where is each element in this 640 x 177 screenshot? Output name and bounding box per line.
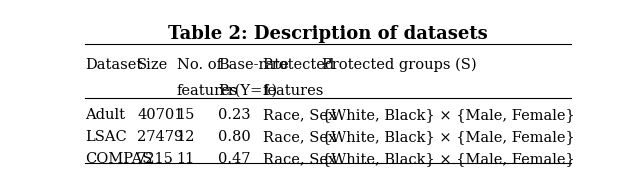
Text: 7215: 7215 [137, 152, 174, 166]
Text: 0.80: 0.80 [218, 130, 251, 144]
Text: Base-rate: Base-rate [218, 58, 289, 72]
Text: 0.23: 0.23 [218, 109, 250, 122]
Text: Protected groups (S): Protected groups (S) [322, 58, 477, 72]
Text: 11: 11 [177, 152, 195, 166]
Text: Race, Sex: Race, Sex [262, 130, 336, 144]
Text: 0.47: 0.47 [218, 152, 250, 166]
Text: {White, Black} × {Male, Female}: {White, Black} × {Male, Female} [322, 130, 575, 144]
Text: Protected: Protected [262, 58, 335, 72]
Text: 12: 12 [177, 130, 195, 144]
Text: COMPAS: COMPAS [85, 152, 152, 166]
Text: 15: 15 [177, 109, 195, 122]
Text: Adult: Adult [85, 109, 125, 122]
Text: Table 2: Description of datasets: Table 2: Description of datasets [168, 25, 488, 43]
Text: Size: Size [137, 58, 168, 72]
Text: Dataset: Dataset [85, 58, 142, 72]
Text: Race, Sex: Race, Sex [262, 109, 336, 122]
Text: {White, Black} × {Male, Female}: {White, Black} × {Male, Female} [322, 109, 575, 122]
Text: Race, Sex: Race, Sex [262, 152, 336, 166]
Text: Pr(Y=1): Pr(Y=1) [218, 84, 277, 98]
Text: {White, Black} × {Male, Female}: {White, Black} × {Male, Female} [322, 152, 575, 166]
Text: LSAC: LSAC [85, 130, 127, 144]
Text: features: features [262, 84, 324, 98]
Text: features: features [177, 84, 238, 98]
Text: 40701: 40701 [137, 109, 184, 122]
Text: No. of: No. of [177, 58, 221, 72]
Text: 27479: 27479 [137, 130, 183, 144]
